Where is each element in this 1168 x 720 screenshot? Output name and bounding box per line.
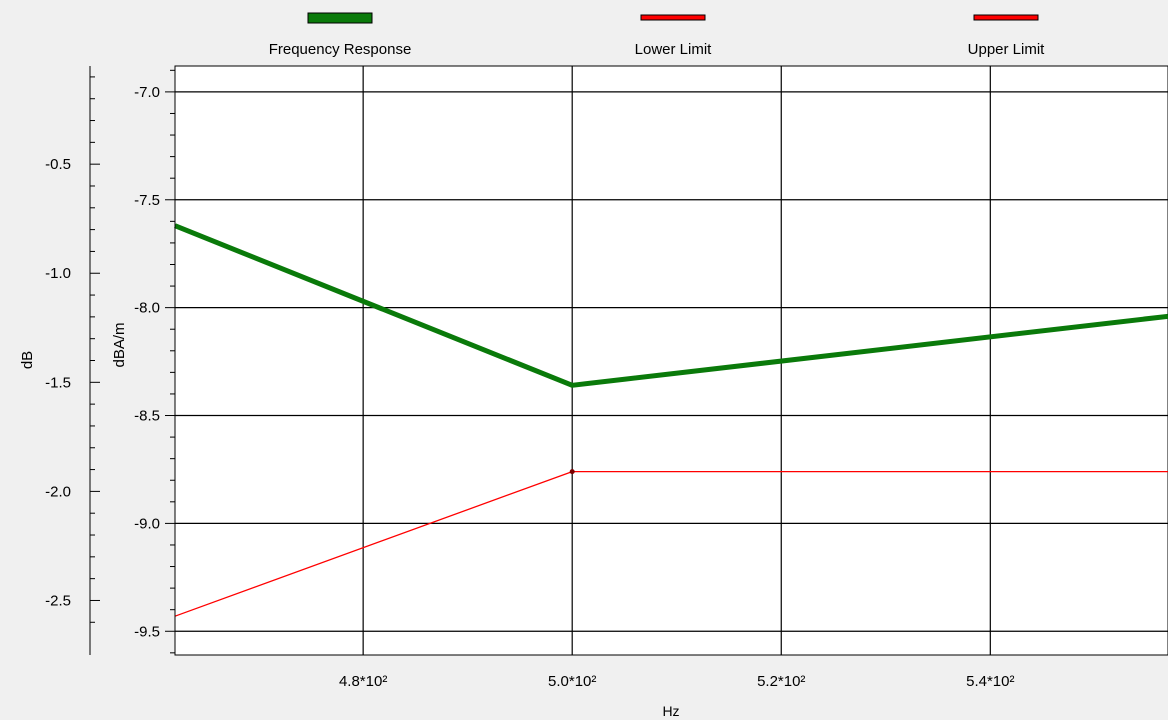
x-tick-label: 5.4*10² — [966, 673, 1014, 690]
series-layer — [174, 223, 1168, 617]
legend-label: Upper Limit — [968, 41, 1046, 58]
y-tick-label-inner: -9.0 — [134, 515, 160, 532]
y-tick-label-outer: -0.5 — [45, 156, 71, 173]
y-tick-label-outer: -2.0 — [45, 483, 71, 500]
x-tick-label: 5.2*10² — [757, 673, 805, 690]
legend-swatch — [973, 14, 1039, 21]
legend-swatch — [640, 14, 706, 21]
y-axis-inner: -7.0 -7.5 -8.0 -8.5 -9.0 -9.5 — [134, 66, 176, 655]
y-tick-label-inner: -7.5 — [134, 192, 160, 209]
y-tick-label-inner: -8.0 — [134, 300, 160, 317]
y-tick-label-inner: -7.0 — [134, 84, 160, 101]
legend-label: Lower Limit — [635, 41, 713, 58]
legend: Frequency Response Lower Limit Upper Limit — [269, 12, 1046, 58]
y-tick-label-outer: -2.5 — [45, 592, 71, 609]
x-axis-label: Hz — [662, 703, 679, 719]
legend-label: Frequency Response — [269, 41, 412, 58]
y-tick-label-inner: -8.5 — [134, 408, 160, 425]
y-axis-label-inner: dBA/m — [111, 322, 128, 367]
legend-swatch — [307, 12, 373, 24]
y-axis-outer: -0.5 -1.0 -1.5 -2.0 -2.5 — [45, 66, 100, 655]
grid — [175, 66, 1168, 655]
y-axis-label-outer: dB — [19, 351, 36, 369]
x-tick-label: 4.8*10² — [339, 673, 387, 690]
y-tick-label-outer: -1.0 — [45, 265, 71, 282]
x-axis: 4.8*10² 5.0*10² 5.2*10² 5.4*10² — [339, 673, 1015, 690]
y-tick-label-outer: -1.5 — [45, 374, 71, 391]
y-tick-label-inner: -9.5 — [134, 623, 160, 640]
data-point-marker — [569, 469, 575, 475]
plot-area — [174, 65, 1168, 656]
series-line — [174, 223, 1168, 388]
x-tick-label: 5.0*10² — [548, 673, 596, 690]
